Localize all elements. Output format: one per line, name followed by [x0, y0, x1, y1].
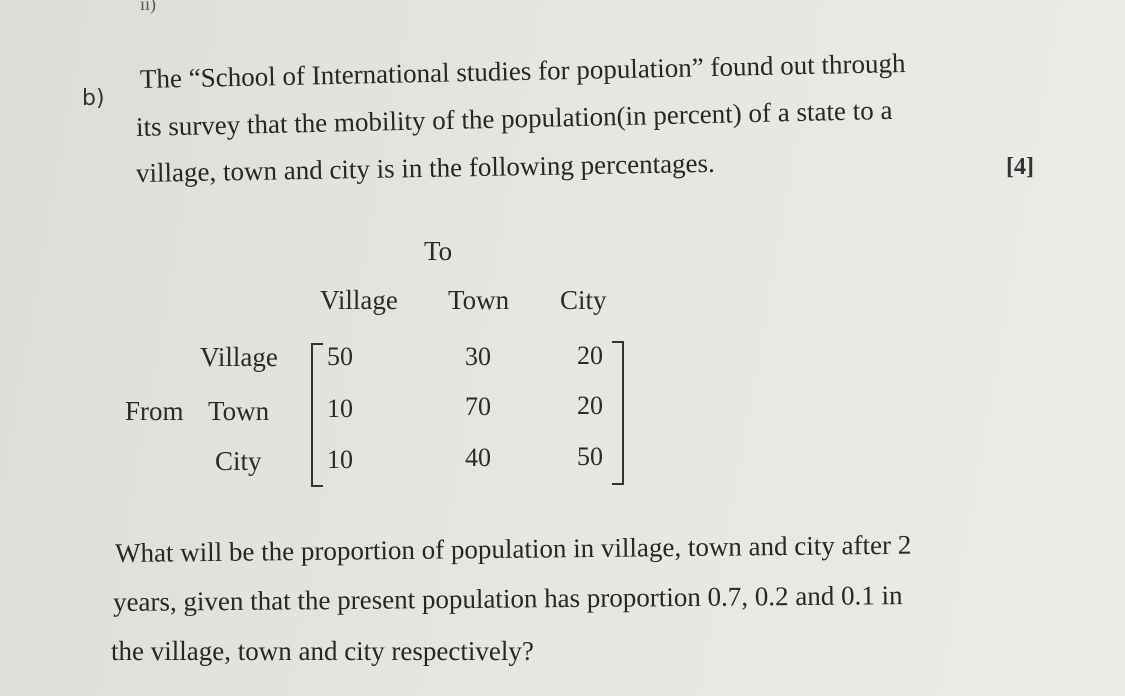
column-header-city: City — [560, 285, 607, 315]
followup-line-2: years, given that the present population… — [112, 580, 903, 617]
question-line-2: its survey that the mobility of the popu… — [135, 94, 893, 142]
row-header-town: Town — [208, 396, 270, 426]
question-marks: [4] — [1006, 154, 1034, 180]
question-line-1: The “School of International studies for… — [139, 47, 906, 94]
matrix-left-bracket — [311, 343, 323, 487]
column-header-village: Village — [320, 285, 398, 315]
matrix-cell-city-village: 10 — [327, 445, 353, 474]
row-header-city: City — [215, 446, 262, 476]
to-label: To — [424, 236, 453, 266]
from-label: From — [125, 396, 184, 426]
followup-line-3: the village, town and city respectively? — [111, 636, 534, 666]
column-header-town: Town — [448, 285, 510, 315]
matrix-cell-town-village: 10 — [327, 394, 353, 423]
followup-line-1: What will be the proportion of populatio… — [114, 529, 912, 568]
matrix-cell-village-town: 30 — [465, 342, 491, 371]
question-label: b) — [82, 86, 105, 111]
matrix-cell-town-city: 20 — [577, 391, 603, 420]
matrix-cell-city-town: 40 — [465, 443, 491, 472]
row-header-village: Village — [200, 342, 278, 372]
top-mark: ii) — [140, 0, 156, 14]
matrix-cell-village-village: 50 — [327, 342, 353, 371]
matrix-cell-town-town: 70 — [465, 392, 491, 421]
matrix-cell-city-city: 50 — [577, 442, 603, 471]
matrix-cell-village-city: 20 — [577, 341, 603, 370]
question-line-3: village, town and city is in the followi… — [135, 147, 716, 188]
matrix-right-bracket — [612, 341, 624, 485]
